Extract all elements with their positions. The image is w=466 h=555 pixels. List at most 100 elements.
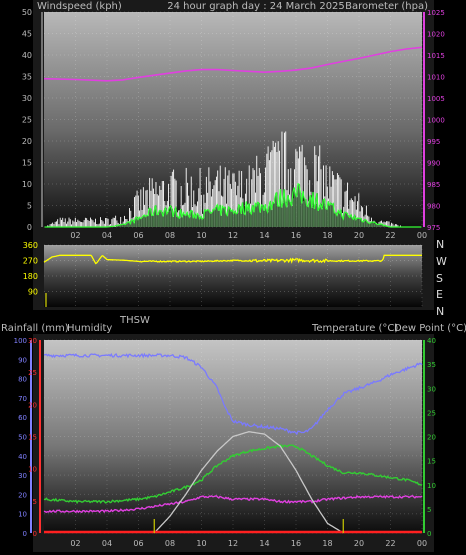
wind-avg-bar: [257, 202, 259, 227]
wind-avg-bar: [149, 208, 151, 227]
wind-avg-bar: [209, 211, 211, 227]
wind-avg-bar: [145, 216, 147, 227]
wind-gust-bar: [136, 190, 138, 227]
wind-gust-bar: [116, 220, 118, 227]
wind-gust-bar: [349, 200, 351, 227]
wind-gust-bar: [89, 217, 91, 227]
wind-avg-bar: [338, 210, 340, 227]
temp-x-tick-label: 00: [417, 539, 427, 548]
wind-gust-bar: [92, 220, 94, 227]
wind-gust-bar: [270, 152, 272, 227]
wind-gust-bar: [353, 201, 355, 227]
wind-gust-bar: [152, 188, 154, 227]
windspeed-axis-title: Windspeed (kph): [37, 1, 122, 12]
wind-gust-bar: [397, 225, 399, 227]
wind-avg-bar: [280, 188, 282, 227]
baro-tick-label: 1020: [427, 31, 445, 39]
wind-avg-bar: [330, 203, 332, 227]
wind-gust-bar: [265, 167, 267, 227]
wind-gust-bar: [62, 217, 64, 227]
wind-avg-bar: [130, 223, 132, 227]
wind-avg-bar: [229, 208, 231, 227]
wind-gust-bar: [190, 176, 192, 227]
wind-gust-bar: [54, 221, 56, 227]
wind-gust-bar: [329, 166, 331, 227]
wind-gust-bar: [389, 225, 391, 227]
wind-tick-label: 45: [22, 30, 32, 39]
wind-avg-bar: [239, 206, 241, 227]
wind-gust-bar: [203, 194, 205, 227]
wind-avg-bar: [258, 203, 260, 227]
wind-gust-bar: [174, 178, 176, 227]
humidity-tick-label: 90: [18, 356, 27, 364]
wind-avg-bar: [381, 224, 382, 227]
wind-avg-bar: [204, 209, 206, 227]
baro-tick-label: 1000: [427, 117, 445, 125]
wind-gust-bar: [319, 145, 321, 227]
wind-gust-bar: [266, 153, 268, 227]
wind-avg-bar: [281, 207, 283, 227]
wind-avg-bar: [221, 215, 222, 227]
wind-avg-bar: [367, 221, 369, 227]
wind-avg-bar: [170, 205, 172, 227]
wind-gust-bar: [134, 197, 135, 227]
humidity-tick-label: 10: [18, 511, 27, 519]
wind-tick-label: 25: [22, 116, 32, 125]
wind-gust-bar: [271, 150, 273, 227]
wind-gust-bar: [187, 182, 188, 227]
wind-avg-bar: [305, 199, 307, 227]
compass-w: W: [436, 255, 447, 268]
wind-avg-bar: [210, 213, 212, 227]
direction-tick-label: 270: [23, 257, 38, 266]
direction-tick-label: 180: [23, 272, 38, 281]
wind-avg-bar: [286, 207, 288, 227]
wind-avg-bar: [205, 210, 207, 227]
wind-avg-bar: [224, 207, 226, 227]
wind-avg-bar: [178, 216, 180, 227]
wind-x-tick-label: 10: [196, 231, 206, 240]
wind-avg-bar: [189, 217, 191, 227]
wind-avg-bar: [144, 214, 146, 227]
wind-avg-bar: [194, 213, 196, 227]
wind-avg-bar: [121, 224, 123, 227]
wind-avg-bar: [173, 216, 175, 227]
dewpoint-axis-title: Dew Point (°C): [394, 323, 466, 334]
wind-avg-bar: [179, 218, 181, 227]
wind-gust-bar: [47, 225, 49, 227]
wind-gust-bar: [384, 222, 386, 227]
wind-avg-bar: [340, 210, 342, 227]
wind-gust-bar: [344, 191, 346, 227]
wind-gust-bar: [93, 222, 95, 227]
wind-gust-bar: [175, 180, 177, 227]
wind-gust-bar: [394, 224, 396, 227]
wind-gust-bar: [387, 221, 389, 227]
wind-gust-bar: [360, 205, 362, 227]
wind-avg-bar: [217, 204, 219, 227]
wind-avg-bar: [295, 194, 297, 227]
wind-gust-bar: [49, 224, 51, 227]
wind-avg-bar: [348, 215, 350, 227]
wind-gust-bar: [335, 179, 337, 227]
temp-tick-label: 20: [427, 434, 436, 442]
baro-tick-label: 985: [427, 181, 440, 189]
wind-avg-bar: [193, 218, 195, 227]
wind-gust-bar: [64, 218, 66, 227]
wind-avg-bar: [266, 209, 268, 227]
wind-gust-bar: [100, 217, 101, 227]
wind-gust-bar: [171, 171, 173, 227]
wind-avg-bar: [131, 219, 133, 227]
wind-avg-bar: [324, 199, 326, 227]
wind-gust-bar: [318, 156, 319, 227]
wind-avg-bar: [233, 213, 235, 227]
wind-gust-bar: [268, 160, 270, 227]
wind-gust-bar: [113, 217, 115, 227]
wind-avg-bar: [152, 215, 154, 227]
wind-avg-bar: [355, 219, 357, 227]
wind-avg-bar: [188, 215, 190, 227]
humidity-tick-label: 50: [18, 434, 27, 442]
wind-gust-bar: [95, 218, 96, 227]
wind-avg-bar: [181, 217, 183, 227]
wind-avg-bar: [129, 221, 130, 227]
rain-tick-label: 25: [28, 369, 37, 377]
